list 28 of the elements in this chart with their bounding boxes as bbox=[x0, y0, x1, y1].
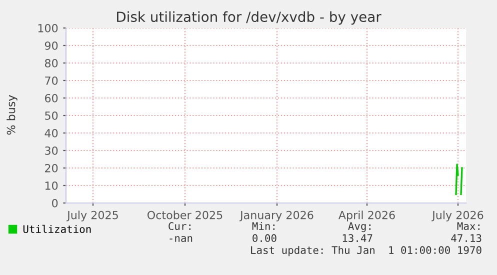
y-tick-label: 50 bbox=[45, 111, 58, 120]
y-tick-label: 60 bbox=[45, 94, 58, 102]
x-tick-label: April 2026 bbox=[338, 210, 395, 222]
text: Cur: bbox=[168, 222, 190, 230]
text: -nan bbox=[170, 236, 192, 242]
y-tick-label: 0 bbox=[52, 198, 58, 208]
text: Max: bbox=[457, 222, 480, 230]
y-tick-label: 100 bbox=[38, 24, 58, 32]
text: Min: bbox=[252, 222, 274, 230]
text: 47.13 bbox=[451, 234, 482, 242]
text: Last update: Thu Jan 1 01:00:00 1970 bbox=[251, 246, 482, 256]
x-tick-label: January 2026 bbox=[239, 210, 314, 222]
y-tick-label: 40 bbox=[44, 128, 58, 138]
y-tick-label: 90 bbox=[44, 41, 58, 50]
text: 0.00 bbox=[252, 234, 276, 242]
y-tick-label: 10 bbox=[45, 181, 58, 190]
legend-label: Utilization bbox=[23, 224, 91, 234]
text: Avg: bbox=[348, 222, 370, 232]
y-tick-label: 70 bbox=[45, 76, 58, 85]
y-tick-label: 20 bbox=[45, 164, 58, 172]
text: 13.47 bbox=[342, 234, 372, 242]
y-tick-label: 80 bbox=[44, 58, 58, 68]
x-tick-label: October 2025 bbox=[147, 210, 222, 220]
y-tick-label: 30 bbox=[45, 146, 58, 155]
chart-title: Disk utilization for /dev/xvdb - by year bbox=[117, 11, 382, 25]
x-tick-label: July 2025 bbox=[66, 210, 118, 222]
x-tick-label: July 2026 bbox=[432, 210, 484, 222]
y-axis-title: % busy bbox=[6, 95, 18, 135]
